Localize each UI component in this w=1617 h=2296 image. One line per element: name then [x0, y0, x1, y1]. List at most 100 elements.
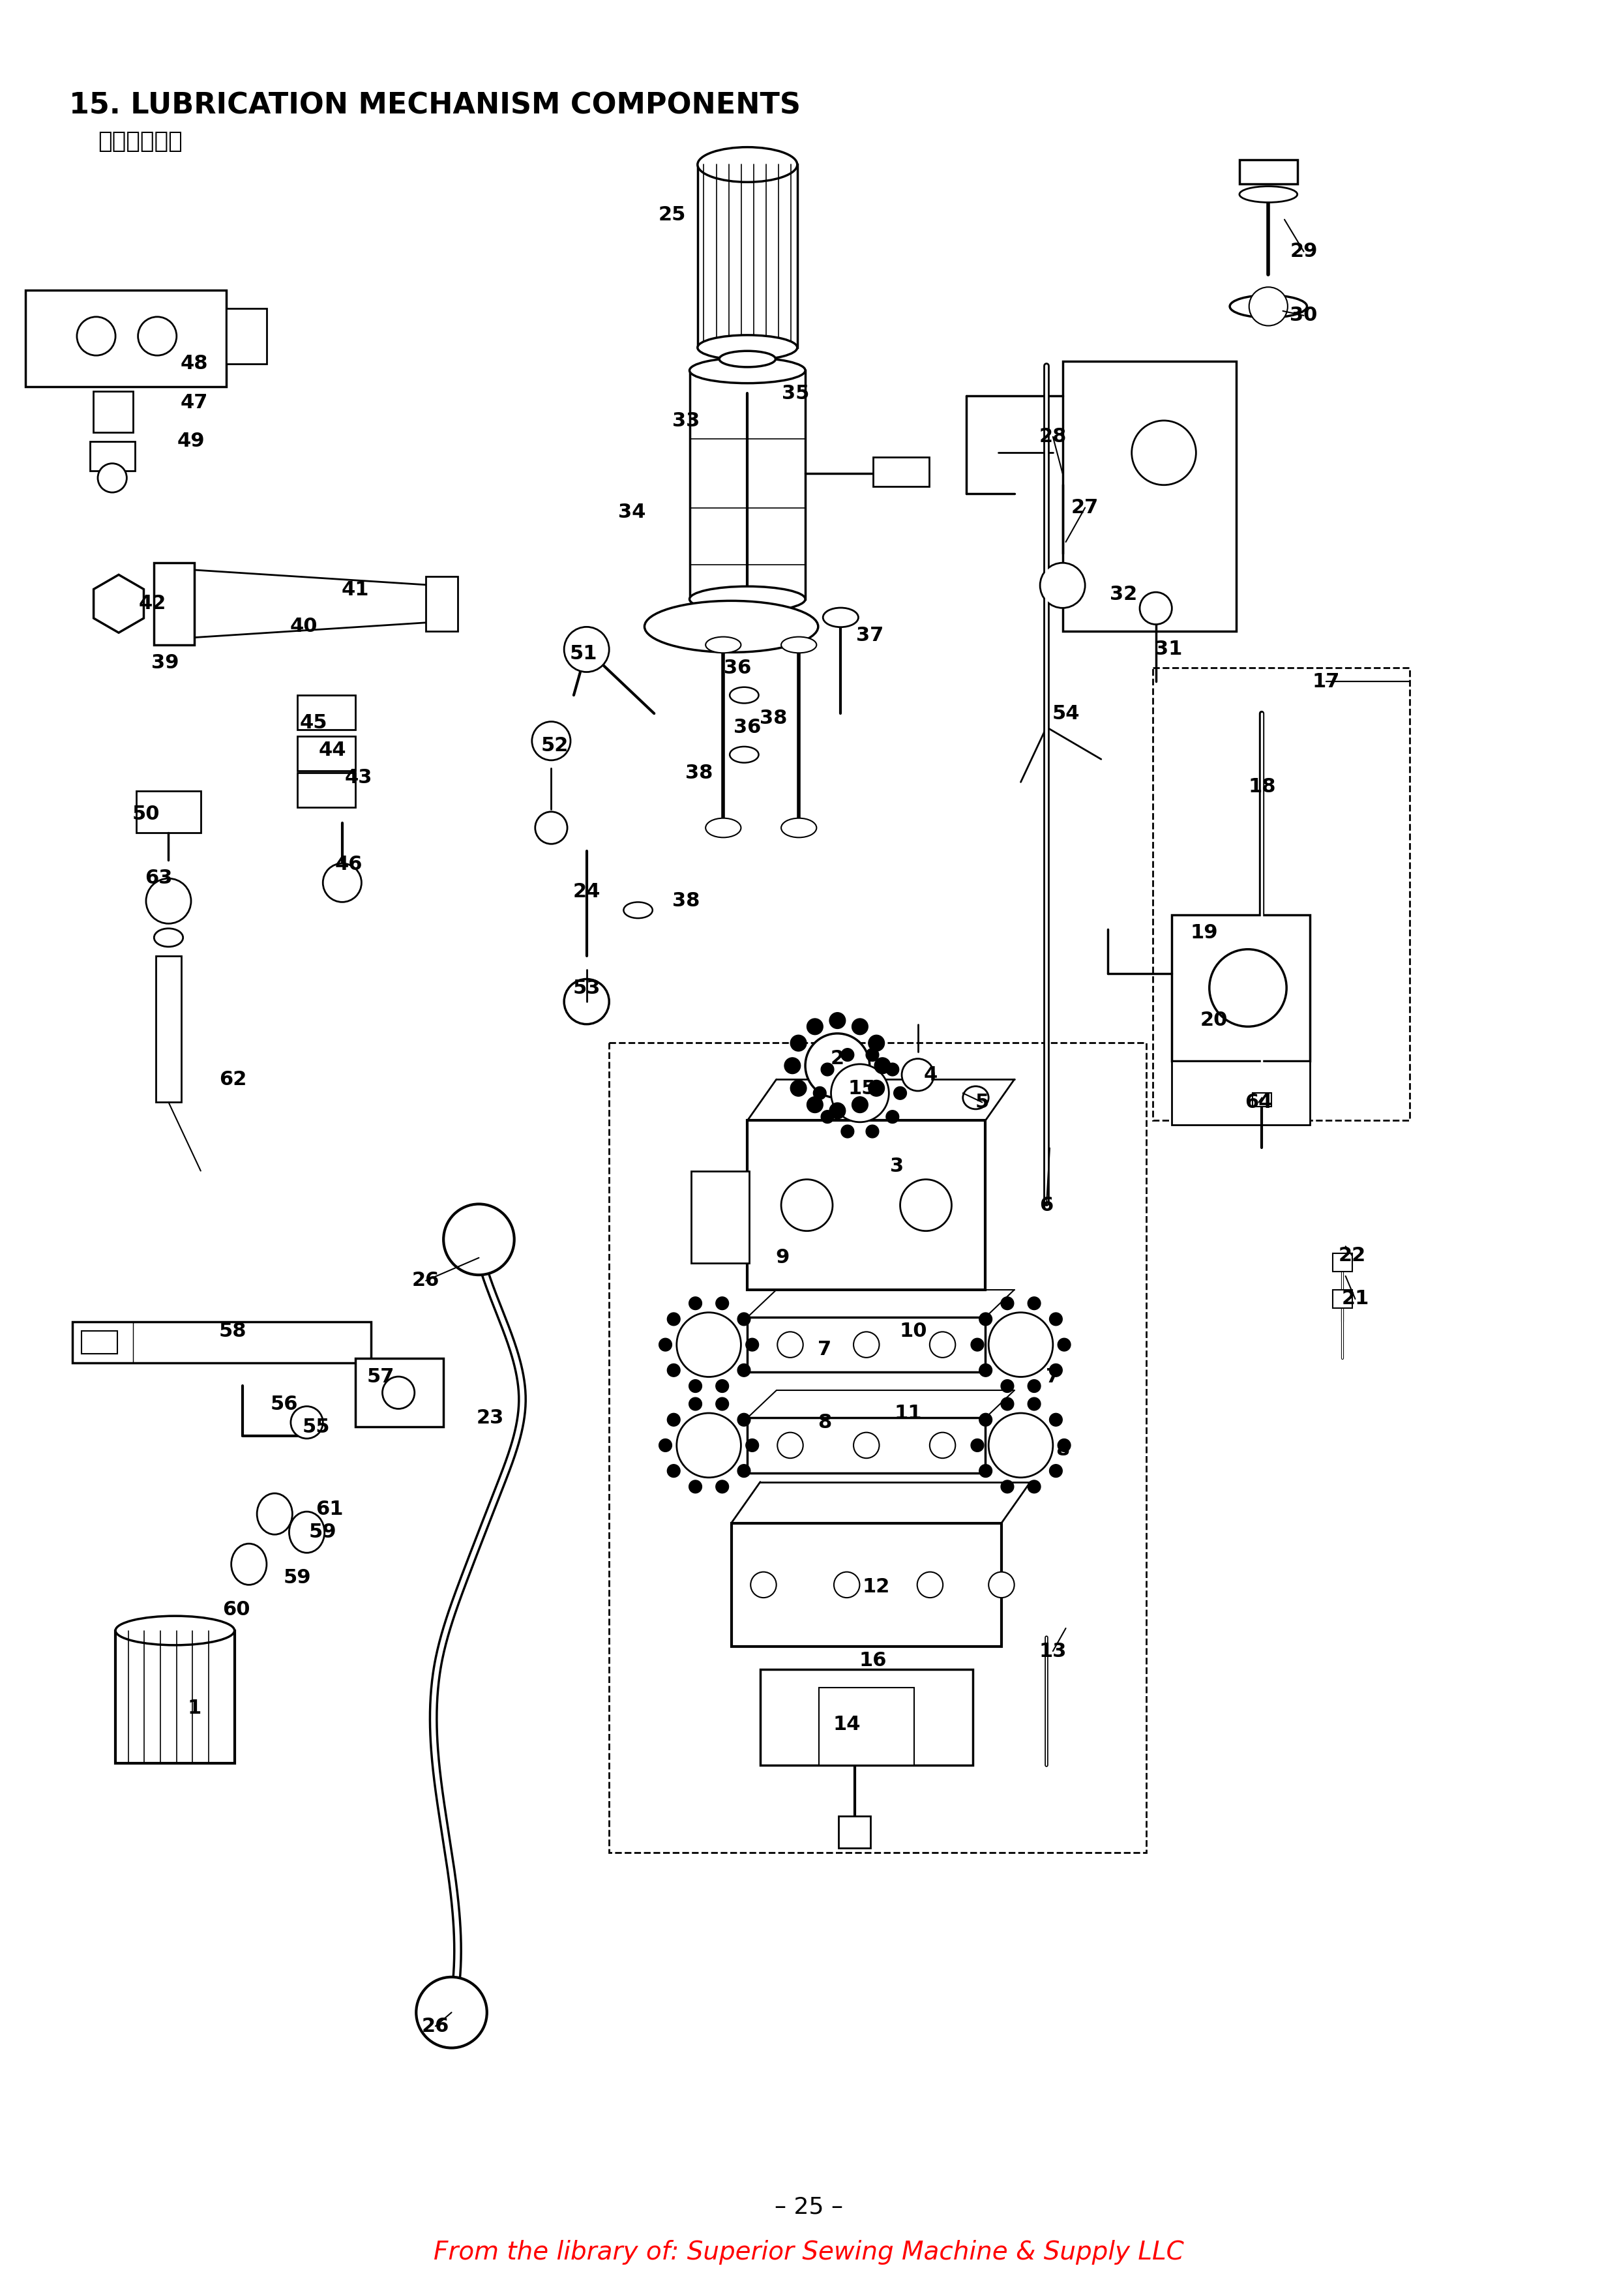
- Text: 34: 34: [618, 503, 645, 521]
- Circle shape: [970, 1339, 983, 1350]
- Bar: [818, 1688, 914, 1766]
- Bar: [1332, 1254, 1352, 1272]
- Bar: [873, 457, 930, 487]
- Text: 12: 12: [862, 1577, 889, 1596]
- Circle shape: [894, 1086, 907, 1100]
- Circle shape: [791, 1079, 807, 1095]
- Text: 7: 7: [818, 1341, 831, 1359]
- Circle shape: [831, 1063, 889, 1123]
- Text: 16: 16: [859, 1651, 886, 1669]
- Bar: [356, 1359, 443, 1428]
- Circle shape: [867, 1049, 878, 1061]
- Text: 48: 48: [181, 354, 209, 372]
- Bar: [1172, 914, 1310, 1061]
- Bar: [298, 696, 356, 730]
- Circle shape: [1028, 1398, 1041, 1410]
- Ellipse shape: [781, 817, 817, 838]
- Bar: [747, 1419, 985, 1472]
- Circle shape: [841, 1125, 854, 1139]
- Circle shape: [1001, 1380, 1014, 1391]
- Ellipse shape: [720, 351, 776, 367]
- Ellipse shape: [1231, 296, 1307, 317]
- Ellipse shape: [705, 636, 741, 652]
- Bar: [697, 165, 797, 347]
- Circle shape: [841, 1049, 854, 1061]
- Circle shape: [852, 1097, 868, 1114]
- Circle shape: [980, 1313, 993, 1325]
- Text: 42: 42: [139, 595, 167, 613]
- Circle shape: [745, 1339, 758, 1350]
- Bar: [82, 1332, 116, 1355]
- Ellipse shape: [645, 602, 818, 652]
- Circle shape: [737, 1364, 750, 1378]
- Text: 27: 27: [1072, 498, 1100, 517]
- Circle shape: [745, 1440, 758, 1451]
- Bar: [425, 576, 458, 631]
- Text: 46: 46: [335, 854, 362, 875]
- Text: 11: 11: [894, 1403, 922, 1424]
- Circle shape: [854, 1332, 880, 1357]
- Bar: [298, 774, 356, 808]
- Text: 13: 13: [1040, 1642, 1067, 1660]
- Circle shape: [668, 1364, 681, 1378]
- Text: 36: 36: [724, 659, 752, 677]
- Bar: [73, 1322, 372, 1364]
- Text: 38: 38: [673, 891, 700, 912]
- Circle shape: [1028, 1297, 1041, 1309]
- Text: 50: 50: [133, 804, 160, 824]
- Circle shape: [689, 1481, 702, 1492]
- Text: 8: 8: [1056, 1440, 1069, 1460]
- Circle shape: [807, 1019, 823, 1035]
- Circle shape: [146, 879, 191, 923]
- Bar: [690, 1171, 749, 1263]
- Circle shape: [778, 1332, 804, 1357]
- Circle shape: [807, 1097, 823, 1114]
- Text: 61: 61: [315, 1499, 343, 1518]
- Circle shape: [443, 1203, 514, 1274]
- Circle shape: [323, 863, 362, 902]
- Text: 56: 56: [270, 1394, 298, 1414]
- Text: 5: 5: [975, 1093, 990, 1111]
- Text: 41: 41: [341, 581, 369, 599]
- Circle shape: [668, 1414, 681, 1426]
- Circle shape: [970, 1440, 983, 1451]
- Text: 47: 47: [181, 393, 209, 411]
- Bar: [136, 792, 201, 833]
- Circle shape: [1049, 1414, 1062, 1426]
- Circle shape: [1248, 287, 1287, 326]
- Text: 17: 17: [1313, 673, 1340, 691]
- Text: – 25 –: – 25 –: [775, 2195, 842, 2218]
- Text: 20: 20: [1200, 1010, 1227, 1029]
- Text: 8: 8: [818, 1412, 831, 1433]
- Circle shape: [930, 1433, 956, 1458]
- Bar: [747, 1120, 985, 1290]
- Circle shape: [737, 1414, 750, 1426]
- Circle shape: [382, 1378, 414, 1410]
- Circle shape: [668, 1465, 681, 1476]
- Circle shape: [821, 1063, 834, 1077]
- Text: 59: 59: [283, 1568, 310, 1587]
- Text: 25: 25: [658, 204, 686, 225]
- Circle shape: [917, 1573, 943, 1598]
- Text: 60: 60: [222, 1600, 251, 1619]
- Text: 39: 39: [152, 654, 179, 673]
- Circle shape: [689, 1398, 702, 1410]
- Circle shape: [737, 1465, 750, 1476]
- Bar: [689, 370, 805, 599]
- Circle shape: [1049, 1465, 1062, 1476]
- Text: 52: 52: [540, 737, 568, 755]
- Text: 63: 63: [146, 868, 173, 889]
- Bar: [91, 441, 134, 471]
- Text: 40: 40: [289, 618, 317, 636]
- Circle shape: [781, 1180, 833, 1231]
- Text: 30: 30: [1290, 305, 1318, 326]
- Circle shape: [716, 1481, 729, 1492]
- Text: 57: 57: [367, 1366, 395, 1387]
- Circle shape: [821, 1111, 834, 1123]
- Circle shape: [1058, 1440, 1070, 1451]
- Bar: [610, 1042, 1146, 1853]
- Bar: [1332, 1290, 1352, 1309]
- Bar: [1172, 1061, 1310, 1125]
- Text: 55: 55: [302, 1417, 330, 1437]
- Circle shape: [535, 813, 568, 845]
